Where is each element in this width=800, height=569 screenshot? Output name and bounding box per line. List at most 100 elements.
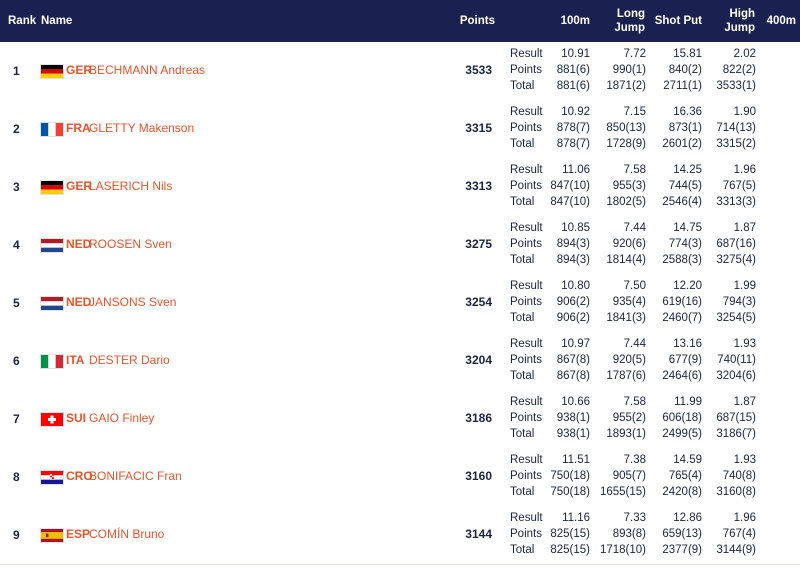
- shot-put-cell: 840(2): [668, 64, 702, 76]
- athlete-name-link[interactable]: JANSONS Sven: [89, 295, 177, 309]
- high-jump-cell: 687(15): [716, 412, 756, 424]
- 100m-cell: 894(3): [556, 254, 590, 266]
- rank: 7: [13, 412, 20, 426]
- shot-put-cell: 2420(8): [662, 486, 702, 498]
- high-jump-cell: 687(16): [716, 238, 756, 250]
- rank: 1: [13, 64, 20, 78]
- 100m-cell: 10.97: [561, 338, 590, 350]
- 100m-cell: 881(6): [556, 80, 590, 92]
- athlete-row[interactable]: 5 NED JANSONS Sven 3254 Result Points Total 10.…: [0, 274, 800, 333]
- row-label: Points: [510, 470, 542, 482]
- shot-put-cell: 13.16: [673, 338, 702, 350]
- header-100m[interactable]: 100m: [560, 15, 590, 27]
- long-jump-cell: 935(4): [612, 296, 646, 308]
- 100m-cell: 881(6): [556, 64, 590, 76]
- country-code[interactable]: CRO: [66, 469, 93, 483]
- country-code[interactable]: ESP: [66, 527, 91, 541]
- long-jump-cell: 7.33: [623, 512, 646, 524]
- total-points: 3313: [465, 179, 492, 193]
- athlete-name-link[interactable]: GLETTY Makenson: [89, 121, 195, 135]
- athlete-row[interactable]: 1 GER BECHMANN Andreas 3533 Result Points Tota…: [0, 42, 800, 101]
- athlete-row[interactable]: 3 GER LASERICH Nils 3313 Result Points Total 11…: [0, 158, 800, 217]
- country-code[interactable]: GER: [66, 63, 93, 77]
- 100m-cell: 906(2): [556, 296, 590, 308]
- row-label: Result: [510, 512, 543, 524]
- long-jump-cell: 7.38: [623, 454, 646, 466]
- athlete-row[interactable]: 6 ITA DESTER Dario 3204 Result Points Total 10.…: [0, 332, 800, 391]
- shot-put-cell: 659(13): [662, 528, 702, 540]
- athlete-name-link[interactable]: DESTER Dario: [89, 353, 170, 367]
- high-jump-cell: 1.90: [733, 106, 756, 118]
- athlete-row[interactable]: 9 ESP COMÍN Bruno 3144 Result Points Total 11.1…: [0, 506, 800, 565]
- long-jump-cell: 1787(6): [606, 370, 646, 382]
- total-points: 3204: [465, 353, 492, 367]
- athlete-name-link[interactable]: COMÍN Bruno: [89, 527, 165, 541]
- 100m-cell: 878(7): [556, 122, 590, 134]
- shot-put-cell: 2464(6): [662, 370, 702, 382]
- row-label: Result: [510, 164, 543, 176]
- 100m-cell: 10.91: [561, 48, 590, 60]
- shot-put-cell: 606(18): [662, 412, 702, 424]
- country-code[interactable]: SUI: [66, 411, 87, 425]
- header-400m[interactable]: 400m: [766, 15, 796, 27]
- athlete-name-link[interactable]: BECHMANN Andreas: [89, 63, 206, 77]
- 100m-cell: 867(8): [556, 354, 590, 366]
- high-jump-cell: 3144(9): [716, 544, 756, 556]
- athlete-row[interactable]: 2 FRA GLETTY Makenson 3315 Result Points Total…: [0, 100, 800, 159]
- shot-put-cell: 12.86: [673, 512, 702, 524]
- athlete-row[interactable]: 4 NED ROOSEN Sven 3275 Result Points Total 10.8…: [0, 216, 800, 275]
- total-points: 3186: [465, 411, 492, 425]
- shot-put-cell: 774(3): [668, 238, 702, 250]
- flag-icon: [41, 123, 63, 136]
- high-jump-cell: 822(2): [722, 64, 756, 76]
- high-jump-cell: 767(5): [722, 180, 756, 192]
- row-label: Result: [510, 280, 543, 292]
- 100m-cell: 847(10): [550, 180, 590, 192]
- long-jump-cell: 1728(9): [606, 138, 646, 150]
- country-code[interactable]: FRA: [66, 121, 91, 135]
- rank: 8: [13, 470, 20, 484]
- shot-put-cell: 677(9): [668, 354, 702, 366]
- long-jump-cell: 7.44: [623, 338, 646, 350]
- high-jump-cell: 740(8): [722, 470, 756, 482]
- row-label: Points: [510, 180, 542, 192]
- shot-put-cell: 14.59: [673, 454, 702, 466]
- total-points: 3160: [465, 469, 492, 483]
- high-jump-cell: 740(11): [717, 354, 756, 366]
- shot-put-cell: 744(5): [668, 180, 702, 192]
- row-label: Points: [510, 64, 542, 76]
- header-high-jump-line1: High: [729, 8, 755, 20]
- rank: 9: [13, 528, 20, 542]
- header-long-jump[interactable]: Long Jump: [600, 7, 645, 35]
- flag-icon: [41, 181, 63, 194]
- rank: 3: [13, 180, 20, 194]
- flag-icon: [41, 413, 63, 426]
- high-jump-cell: 767(4): [722, 528, 756, 540]
- country-code[interactable]: NED: [66, 237, 92, 251]
- shot-put-cell: 2377(9): [662, 544, 702, 556]
- rank: 6: [13, 354, 20, 368]
- long-jump-cell: 1655(15): [599, 486, 646, 498]
- athlete-row[interactable]: 7 SUI GAIO Finley 3186 Result Points Total 10.6…: [0, 390, 800, 449]
- header-name[interactable]: Name: [41, 15, 73, 27]
- country-code[interactable]: NED: [66, 295, 92, 309]
- high-jump-cell: 3315(2): [716, 138, 756, 150]
- athlete-row[interactable]: 8 CRO BONIFACIC Fran 3160 Result Points Total 1…: [0, 448, 800, 507]
- athlete-name-link[interactable]: BONIFACIC Fran: [89, 469, 182, 483]
- country-code[interactable]: GER: [66, 179, 93, 193]
- athlete-name-link[interactable]: LASERICH Nils: [89, 179, 173, 193]
- athlete-name-link[interactable]: GAIO Finley: [89, 411, 155, 425]
- 100m-cell: 867(8): [556, 370, 590, 382]
- athlete-name-link[interactable]: ROOSEN Sven: [89, 237, 172, 251]
- row-label: Total: [510, 486, 535, 498]
- country-code[interactable]: ITA: [66, 353, 85, 367]
- shot-put-cell: 2499(5): [662, 428, 702, 440]
- header-rank[interactable]: Rank: [8, 15, 37, 27]
- 100m-cell: 906(2): [556, 312, 590, 324]
- long-jump-cell: 7.50: [623, 280, 646, 292]
- flag-icon: [41, 355, 63, 368]
- header-shot-put[interactable]: Shot Put: [654, 15, 702, 27]
- header-points[interactable]: Points: [459, 15, 495, 27]
- header-high-jump[interactable]: High Jump: [715, 7, 755, 35]
- long-jump-cell: 905(7): [612, 470, 646, 482]
